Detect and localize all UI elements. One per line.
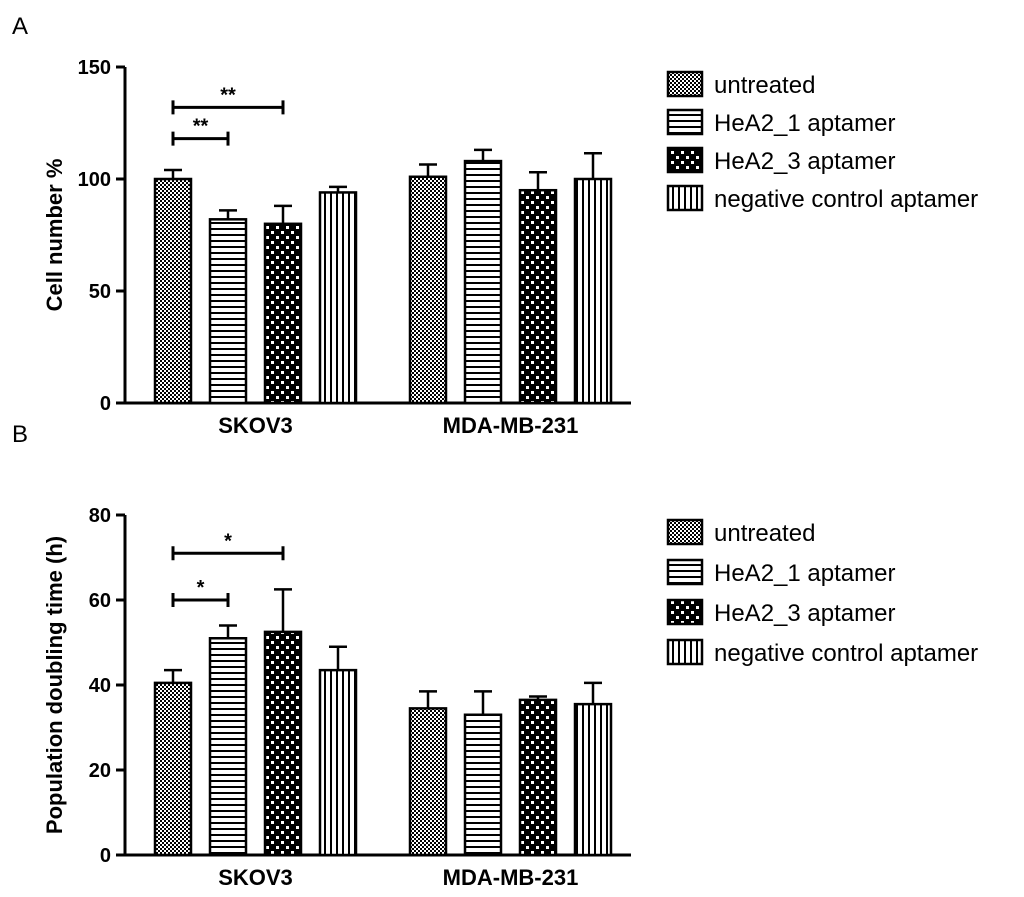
bar-mda-mb-231-untreated	[408, 707, 448, 857]
significance-label: *	[197, 577, 205, 599]
bar-mda-mb-231-hea2-1-aptamer	[463, 159, 503, 405]
bar-skov3-untreated	[153, 681, 193, 857]
panel-label: B	[12, 421, 28, 448]
significance-label: *	[224, 530, 232, 552]
y-tick-label: 80	[89, 505, 111, 527]
panel-b: B Population doubling time (h) 0 20 40 60 80 SK…	[12, 421, 978, 890]
legend-swatch	[666, 108, 704, 136]
legend-entry: negative control aptamer	[714, 640, 978, 667]
significance-bracket	[171, 546, 285, 561]
legend-swatch	[666, 558, 704, 586]
legend-entry: HeA2_1 aptamer	[714, 110, 895, 137]
bar-skov3-negative-control-aptamer	[318, 191, 358, 405]
bar-skov3-hea2-3-aptamer	[263, 630, 303, 857]
legend-entry: untreated	[714, 520, 815, 547]
significance-bracket	[171, 100, 285, 115]
bar-mda-mb-231-hea2-1-aptamer	[463, 713, 503, 857]
y-tick-label: 0	[100, 393, 111, 415]
y-tick-label: 150	[78, 57, 111, 79]
y-tick-label: 20	[89, 760, 111, 782]
legend: untreated HeA2_1 aptamer HeA2_3 aptamer neg…	[666, 518, 978, 667]
x-category-label: SKOV3	[218, 865, 293, 890]
legend-entry: HeA2_3 aptamer	[714, 148, 895, 175]
y-tick-label: 60	[89, 590, 111, 612]
significance-bracket	[171, 593, 230, 607]
y-axis-label: Cell number %	[42, 159, 67, 312]
legend-swatch	[666, 638, 704, 666]
bar-mda-mb-231-negative-control-aptamer	[573, 702, 613, 857]
legend-entry: HeA2_3 aptamer	[714, 600, 895, 627]
bar-skov3-hea2-3-aptamer	[263, 222, 303, 405]
legend-swatch	[666, 518, 704, 546]
legend-swatch	[666, 146, 704, 174]
legend-swatch	[666, 184, 704, 212]
x-category-label: SKOV3	[218, 413, 293, 438]
legend-entry: negative control aptamer	[714, 186, 978, 213]
significance-bracket	[171, 131, 230, 146]
y-tick-label: 40	[89, 675, 111, 697]
bar-mda-mb-231-hea2-3-aptamer	[518, 698, 558, 857]
legend: untreated HeA2_1 aptamer HeA2_3 aptamer neg…	[666, 70, 978, 213]
y-axis-label: Population doubling time (h)	[42, 536, 67, 834]
bar-mda-mb-231-untreated	[408, 175, 448, 405]
bar-mda-mb-231-negative-control-aptamer	[573, 177, 613, 405]
bar-skov3-hea2-1-aptamer	[208, 218, 248, 405]
y-tick-label: 50	[89, 281, 111, 303]
bar-skov3-untreated	[153, 177, 193, 405]
legend-entry: HeA2_1 aptamer	[714, 560, 895, 587]
bar-skov3-hea2-1-aptamer	[208, 637, 248, 857]
bar-skov3-negative-control-aptamer	[318, 668, 358, 857]
panel-a: A Cell number % 0 50 100 150 SKOV3 MDA-MB-231 **…	[12, 13, 978, 438]
legend-swatch	[666, 70, 704, 98]
x-category-label: MDA-MB-231	[443, 865, 579, 890]
y-tick-label: 100	[78, 169, 111, 191]
legend-swatch	[666, 598, 704, 626]
significance-label: **	[220, 84, 236, 106]
legend-entry: untreated	[714, 72, 815, 99]
significance-label: **	[193, 116, 209, 138]
panel-label: A	[12, 13, 28, 40]
y-tick-label: 0	[100, 845, 111, 867]
bar-mda-mb-231-hea2-3-aptamer	[518, 188, 558, 405]
x-category-label: MDA-MB-231	[443, 413, 579, 438]
